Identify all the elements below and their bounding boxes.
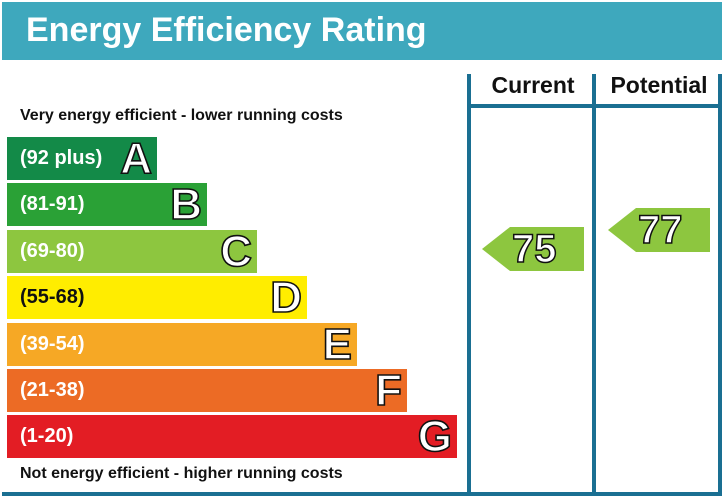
band-range-label: (39-54) xyxy=(20,333,85,355)
title-bar: Energy Efficiency Rating xyxy=(2,2,722,60)
potential-rating-value: 77 xyxy=(637,207,683,253)
band-letter: A xyxy=(119,133,152,184)
band-letter: E xyxy=(322,319,353,370)
current-arrow-shape xyxy=(482,227,584,271)
band-a: (92 plus) A xyxy=(7,133,157,184)
band-range-label: (21-38) xyxy=(20,379,85,401)
band-range-label: (55-68) xyxy=(20,286,85,308)
band-b: (81-91) B xyxy=(7,179,207,230)
band-letter: F xyxy=(374,365,402,416)
column-divider-middle xyxy=(592,74,596,496)
column-divider-right xyxy=(718,74,722,496)
band-letter: G xyxy=(417,411,453,462)
potential-rating-arrow: 77 xyxy=(608,207,710,253)
bottom-note: Not energy efficient - higher running co… xyxy=(20,465,343,482)
band-f: (21-38) F xyxy=(7,365,407,416)
current-rating-arrow: 75 xyxy=(482,226,584,272)
potential-arrow-shape xyxy=(608,208,710,252)
band-letter: C xyxy=(219,226,252,277)
column-divider-left xyxy=(467,74,471,496)
band-letter: B xyxy=(169,179,202,230)
band-range-label: (81-91) xyxy=(20,193,85,215)
band-letter: D xyxy=(269,272,302,323)
current-column-header: Current xyxy=(491,72,575,98)
band-g: (1-20) G xyxy=(7,411,457,462)
band-range-label: (69-80) xyxy=(20,240,85,262)
band-d: (55-68) D xyxy=(7,272,307,323)
top-note: Very energy efficient - lower running co… xyxy=(20,107,343,124)
potential-column-header: Potential xyxy=(610,72,708,98)
chart-title: Energy Efficiency Rating xyxy=(26,11,427,49)
band-range-label: (1-20) xyxy=(20,425,74,447)
band-e: (39-54) E xyxy=(7,319,357,370)
current-rating-value: 75 xyxy=(511,226,557,272)
band-range-label: (92 plus) xyxy=(20,147,103,169)
band-c: (69-80) C xyxy=(7,226,257,277)
header-rule xyxy=(467,104,722,108)
bottom-rule xyxy=(2,492,722,496)
